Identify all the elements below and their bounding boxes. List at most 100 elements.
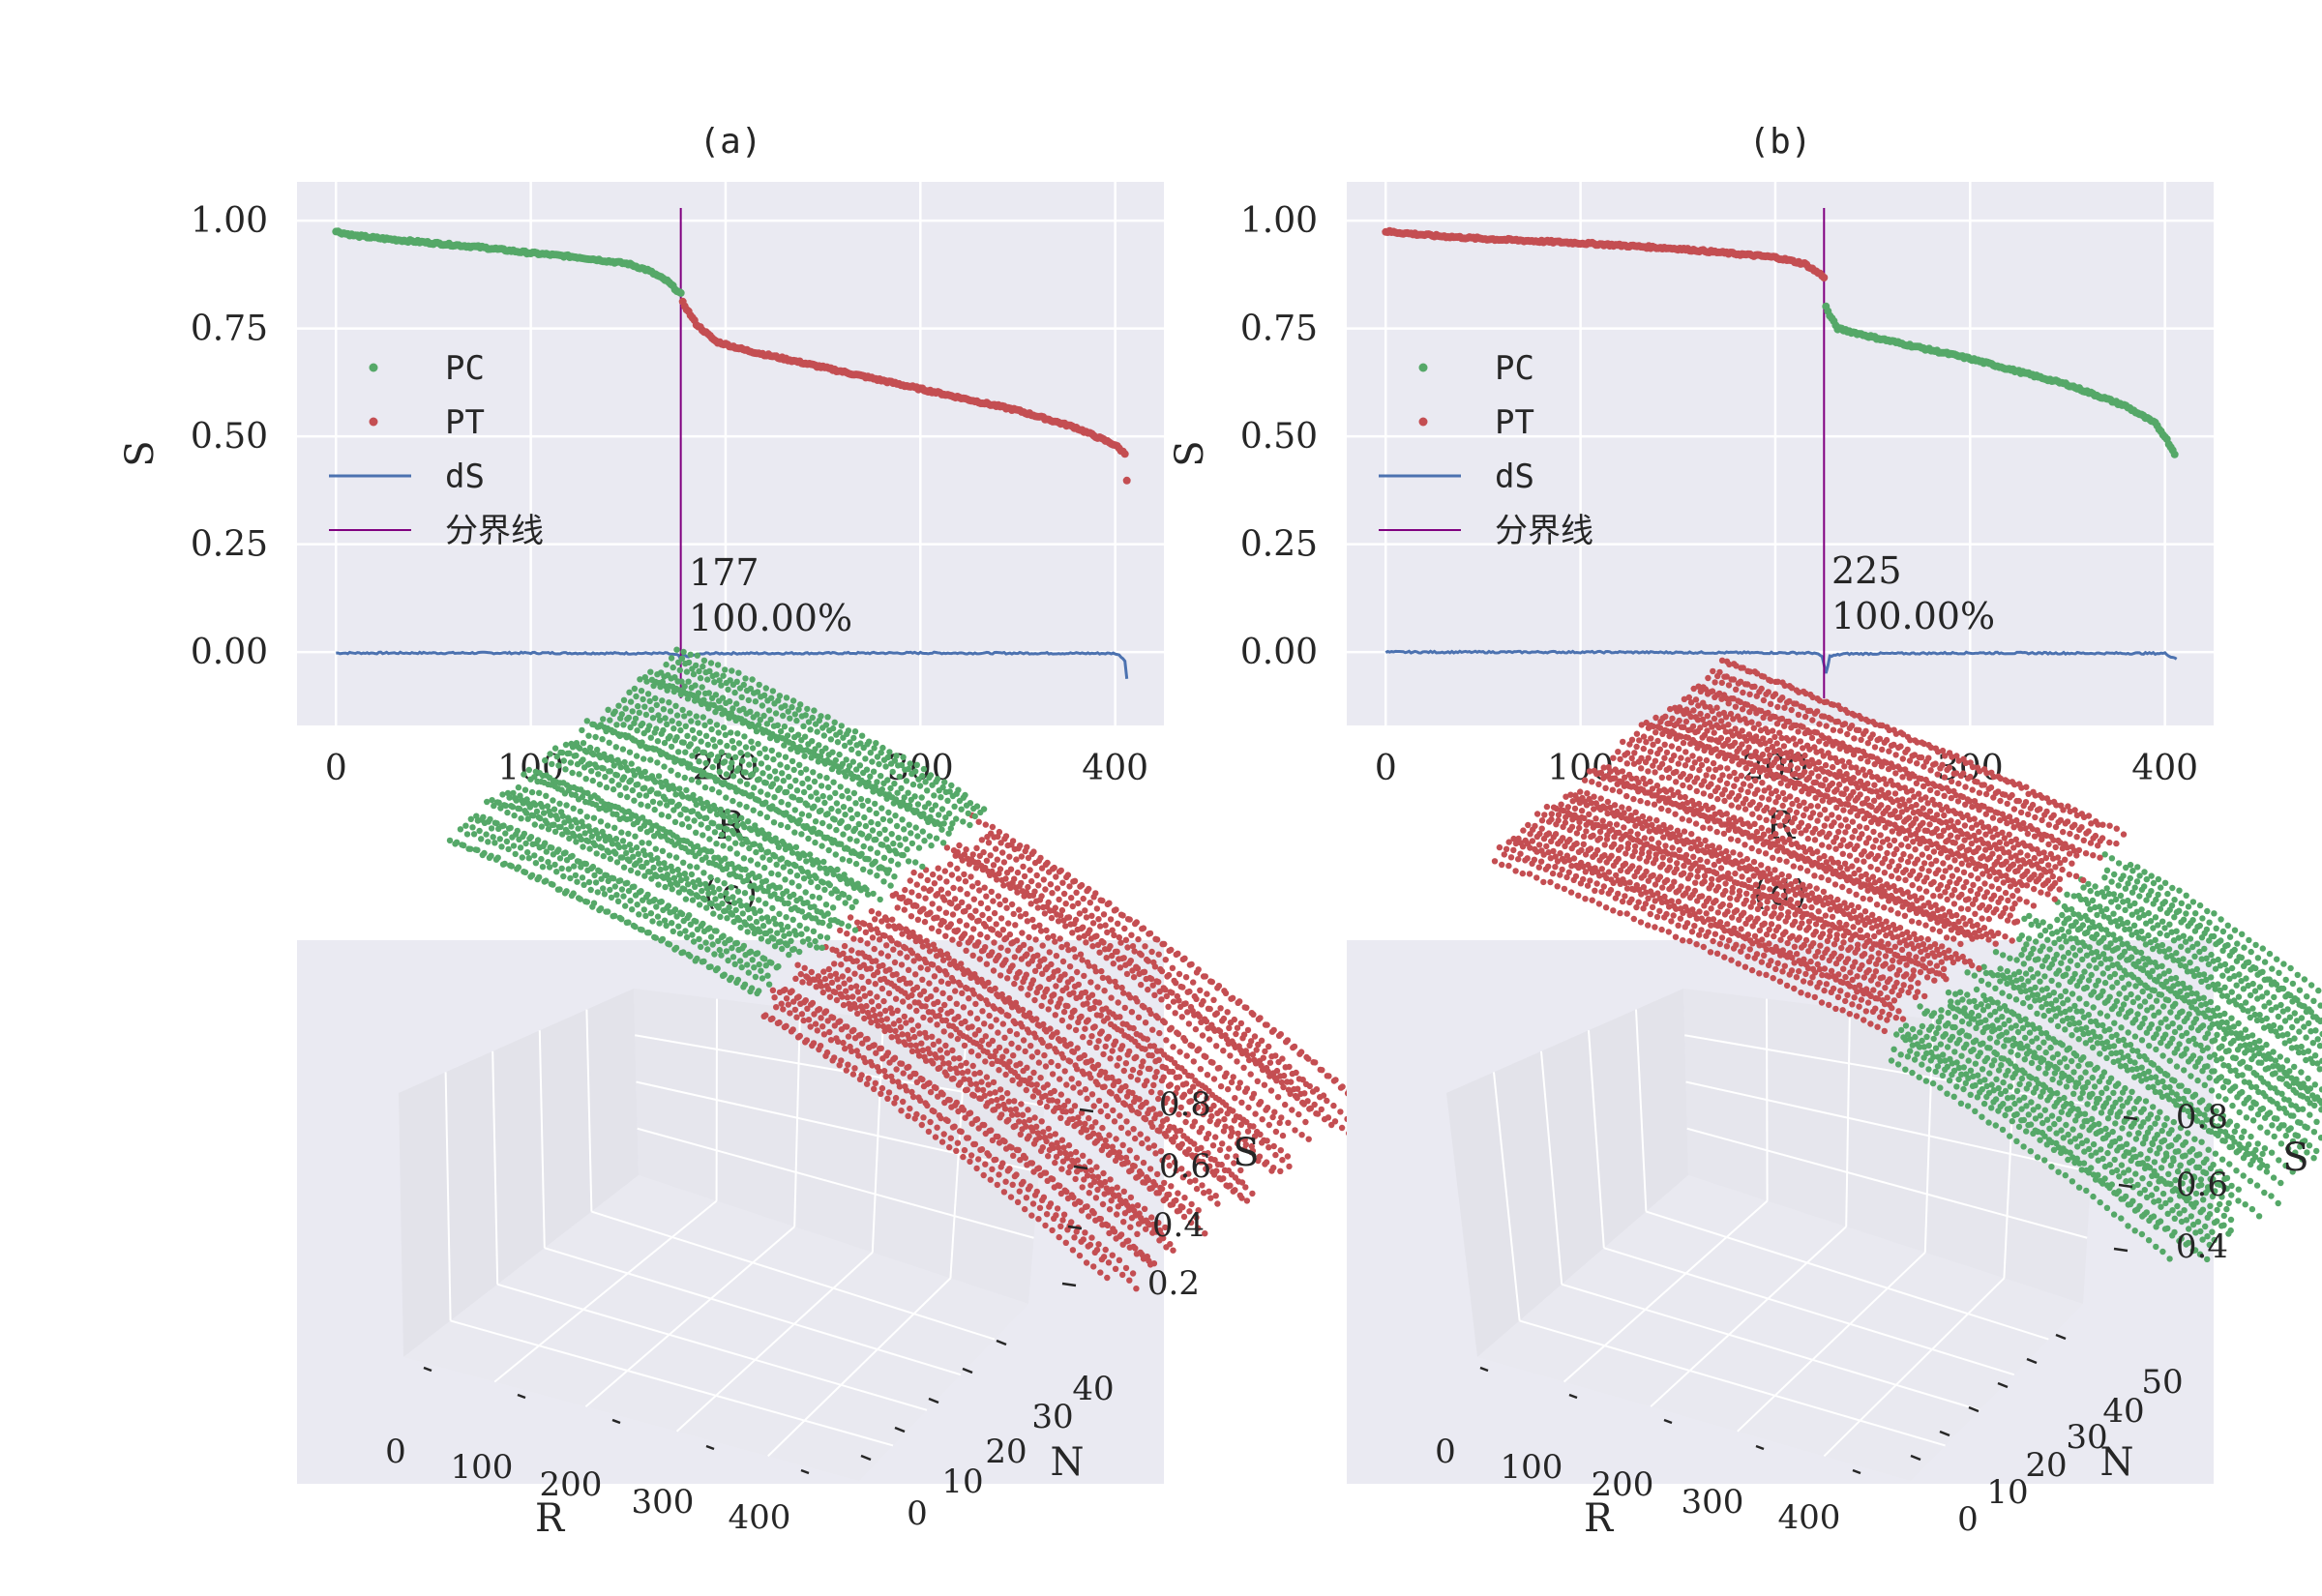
point3d-c bbox=[772, 921, 779, 928]
point3d-c bbox=[693, 801, 700, 808]
point3d-c bbox=[799, 780, 806, 787]
point3d-c bbox=[973, 1040, 980, 1048]
point3d-c bbox=[735, 946, 742, 954]
point3d-c bbox=[586, 845, 593, 852]
point3d-c bbox=[943, 844, 951, 851]
point3d-c bbox=[900, 754, 907, 760]
point3d-c bbox=[1086, 994, 1092, 1001]
point3d-c bbox=[656, 800, 664, 807]
point3d-c bbox=[988, 1023, 995, 1030]
point3d-c bbox=[982, 923, 989, 930]
point3d-c bbox=[647, 756, 654, 763]
point3d-c bbox=[690, 670, 698, 678]
point3d-c bbox=[1032, 936, 1039, 943]
point3d-c bbox=[680, 859, 687, 866]
point3d-c bbox=[1263, 1159, 1270, 1166]
point3d-c bbox=[991, 939, 997, 946]
point3d-c bbox=[875, 1003, 882, 1010]
point3d-c bbox=[1095, 916, 1102, 923]
point3d-c bbox=[635, 702, 641, 710]
point3d-c bbox=[593, 850, 600, 857]
point3d-c bbox=[629, 812, 636, 818]
point3d-c bbox=[891, 873, 898, 880]
point3d-c bbox=[904, 954, 910, 961]
point3d-c bbox=[901, 826, 908, 833]
point3d-c bbox=[908, 796, 914, 804]
legend-label-a: 分界线 bbox=[445, 512, 544, 550]
point3d-c bbox=[462, 822, 469, 829]
point3d-c bbox=[600, 885, 607, 892]
point3d-c bbox=[863, 965, 871, 972]
point3d-c bbox=[1062, 923, 1069, 930]
point3d-c bbox=[1116, 1054, 1123, 1062]
point3d-c bbox=[1317, 1094, 1324, 1101]
point3d-c bbox=[1154, 1015, 1161, 1021]
point3d-c bbox=[1221, 1115, 1228, 1123]
point3d-c bbox=[1188, 961, 1195, 968]
point3d-c bbox=[1143, 975, 1149, 983]
point3d-c bbox=[950, 1055, 958, 1062]
point3d-c bbox=[898, 1060, 906, 1067]
ytick-label-b: 0.00 bbox=[1240, 633, 1318, 672]
point3d-c bbox=[553, 779, 560, 785]
point3d-c bbox=[889, 768, 896, 776]
point3d-c bbox=[997, 915, 1005, 922]
point3d-c bbox=[860, 985, 867, 991]
point3d-c bbox=[1170, 998, 1177, 1005]
point3d-c bbox=[1052, 1012, 1059, 1019]
point3d-c bbox=[1014, 869, 1022, 876]
point3d-c bbox=[868, 998, 876, 1005]
point3d-c bbox=[996, 1139, 1003, 1146]
point3d-c bbox=[566, 750, 573, 756]
point3d-c bbox=[823, 775, 830, 782]
point3d-c bbox=[1002, 1071, 1009, 1079]
point3d-c bbox=[619, 838, 627, 844]
point3d-c bbox=[597, 754, 604, 761]
point3d-c bbox=[988, 888, 995, 896]
point3d-c bbox=[844, 787, 850, 794]
point3d-c bbox=[878, 773, 884, 780]
point3d-c bbox=[777, 921, 785, 929]
legend-label-a: PT bbox=[445, 403, 485, 442]
point3d-c bbox=[1118, 1161, 1126, 1167]
point3d-c bbox=[670, 688, 677, 695]
point3d-c bbox=[675, 659, 682, 665]
point3d-c bbox=[936, 928, 942, 934]
point3d-c bbox=[786, 860, 792, 868]
point3d-c bbox=[598, 844, 606, 851]
point3d-c bbox=[1031, 1114, 1038, 1121]
point3d-c bbox=[742, 675, 749, 682]
point3d-c bbox=[748, 738, 755, 745]
point3d-c bbox=[869, 827, 877, 834]
point3d-c bbox=[724, 808, 731, 815]
point3d-c bbox=[818, 1015, 824, 1021]
point3d-c bbox=[821, 886, 828, 893]
point3d-c bbox=[595, 835, 603, 842]
point3d-c bbox=[528, 788, 536, 796]
point3d-c bbox=[700, 870, 707, 876]
point3d-c bbox=[1085, 1134, 1091, 1140]
point3d-c bbox=[1127, 1194, 1135, 1201]
point3d-c bbox=[640, 755, 647, 762]
point3d-c bbox=[572, 872, 580, 879]
point3d-c bbox=[649, 715, 657, 722]
point3d-c bbox=[892, 1027, 899, 1035]
point3d-c bbox=[688, 777, 696, 783]
point3d-c bbox=[758, 845, 765, 853]
point3d-c bbox=[1138, 952, 1145, 959]
point3d-c bbox=[820, 968, 827, 975]
point3d-c bbox=[1045, 1153, 1052, 1160]
point3d-c bbox=[1028, 1053, 1036, 1060]
point3d-c bbox=[792, 863, 799, 870]
point3d-c bbox=[850, 1026, 857, 1034]
point3d-c bbox=[975, 1125, 982, 1132]
point3d-c bbox=[665, 837, 671, 843]
point3d-c bbox=[1059, 879, 1066, 886]
point3d-c bbox=[506, 794, 513, 801]
point3d-c bbox=[1045, 934, 1052, 941]
point3d-c bbox=[566, 835, 573, 842]
point3d-c bbox=[1031, 859, 1039, 867]
point3d-c bbox=[858, 732, 866, 739]
point3d-c bbox=[1004, 975, 1011, 982]
point3d-c bbox=[1077, 951, 1085, 958]
